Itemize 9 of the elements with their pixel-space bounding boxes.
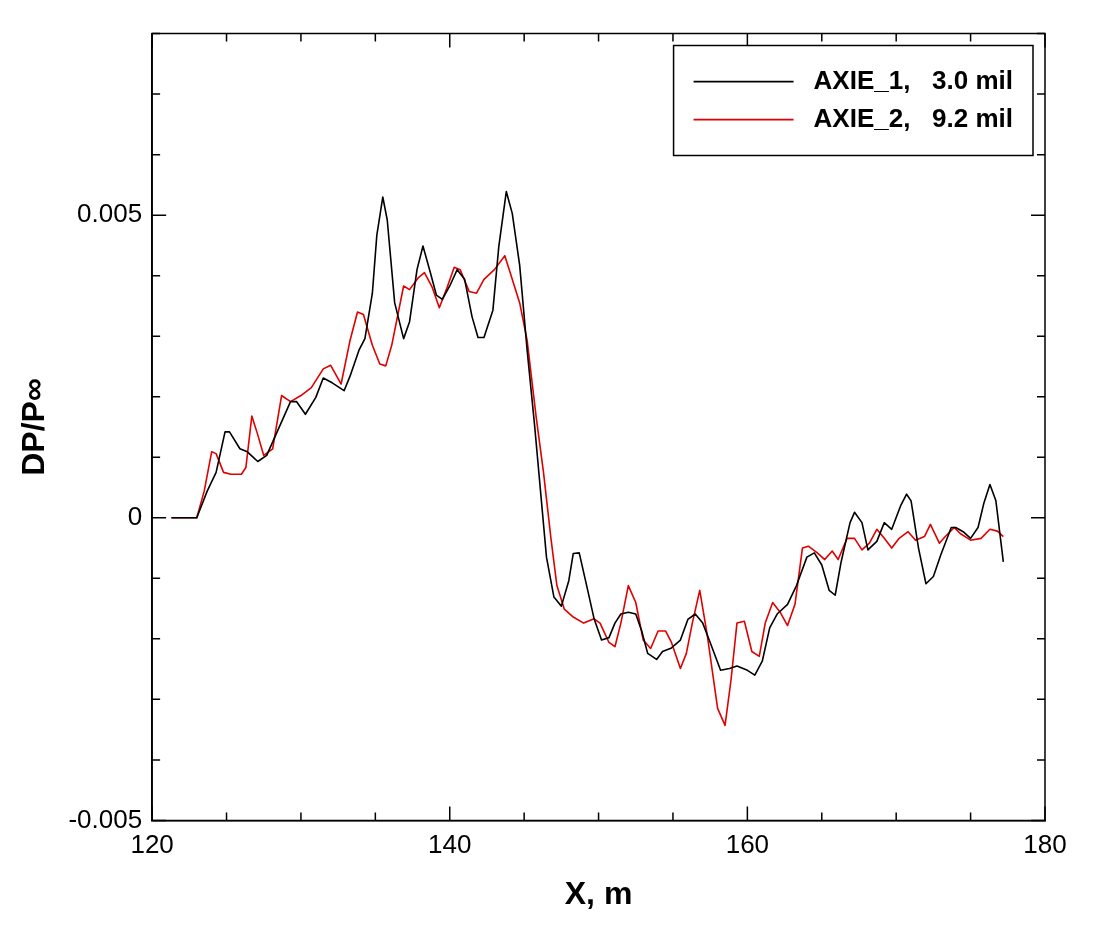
x-tick-label: 180 [1023,829,1067,860]
y-axis-title: DP/P∞ [15,378,52,476]
legend-label: AXIE_1, 3.0 mil [813,64,1014,95]
legend-label: AXIE_2, 9.2 mil [813,102,1014,133]
x-tick-label: 140 [428,829,472,860]
x-tick-label: 160 [725,829,770,860]
y-tick-label: 0.005 [77,198,143,229]
y-tick-label: 0 [127,500,143,531]
x-axis-title: X, m [564,874,633,911]
